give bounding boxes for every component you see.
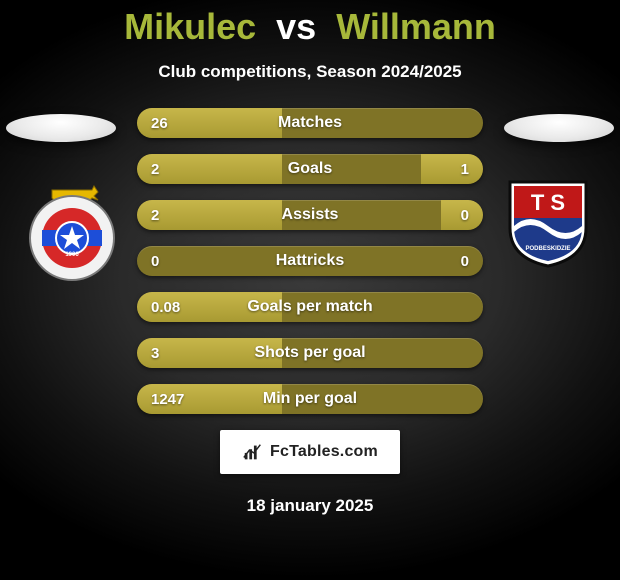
stat-bar-left (137, 384, 282, 414)
stat-bar-left (137, 200, 282, 230)
ts-podbeskidzie-crest-icon: T S PODBESKIDZIE (498, 170, 598, 270)
chart-icon (242, 441, 264, 463)
stat-bar-right (421, 154, 483, 184)
wisla-krakow-crest-icon: 1906 (22, 182, 122, 282)
stat-bar-left (137, 154, 282, 184)
svg-text:PODBESKIDZIE: PODBESKIDZIE (525, 246, 570, 252)
stat-bar-left (137, 338, 282, 368)
stat-row: 20Assists (137, 200, 483, 230)
stat-bar-left (137, 108, 282, 138)
stat-row: 3Shots per goal (137, 338, 483, 368)
date-text: 18 january 2025 (0, 496, 620, 516)
player1-name: Mikulec (124, 6, 256, 47)
title-wrap: Mikulec vs Willmann (0, 0, 620, 48)
stat-row: 21Goals (137, 154, 483, 184)
badge-oval-right (504, 114, 614, 142)
vs-text: vs (266, 6, 326, 47)
badge-oval-left (6, 114, 116, 142)
comparison-title: Mikulec vs Willmann (0, 6, 620, 48)
fctables-logo-text: FcTables.com (270, 443, 378, 461)
svg-text:T S: T S (531, 190, 565, 215)
stat-row: 0 0Hattricks (137, 246, 483, 276)
fctables-logo: FcTables.com (220, 430, 400, 474)
stat-label: Hattricks (137, 246, 483, 276)
stat-row: 1247Min per goal (137, 384, 483, 414)
svg-text:1906: 1906 (65, 252, 79, 258)
stat-bar-left (137, 292, 282, 322)
stat-row: 0.08Goals per match (137, 292, 483, 322)
stat-value-left: 0 (151, 246, 159, 276)
stats-container: 26Matches 21Goals 20Assists 0 0Hattricks 0.08… (137, 108, 483, 414)
stat-value-right: 0 (461, 246, 469, 276)
stat-bar-right (441, 200, 483, 230)
stat-row: 26Matches (137, 108, 483, 138)
player2-name: Willmann (336, 6, 496, 47)
subtitle: Club competitions, Season 2024/2025 (0, 62, 620, 82)
